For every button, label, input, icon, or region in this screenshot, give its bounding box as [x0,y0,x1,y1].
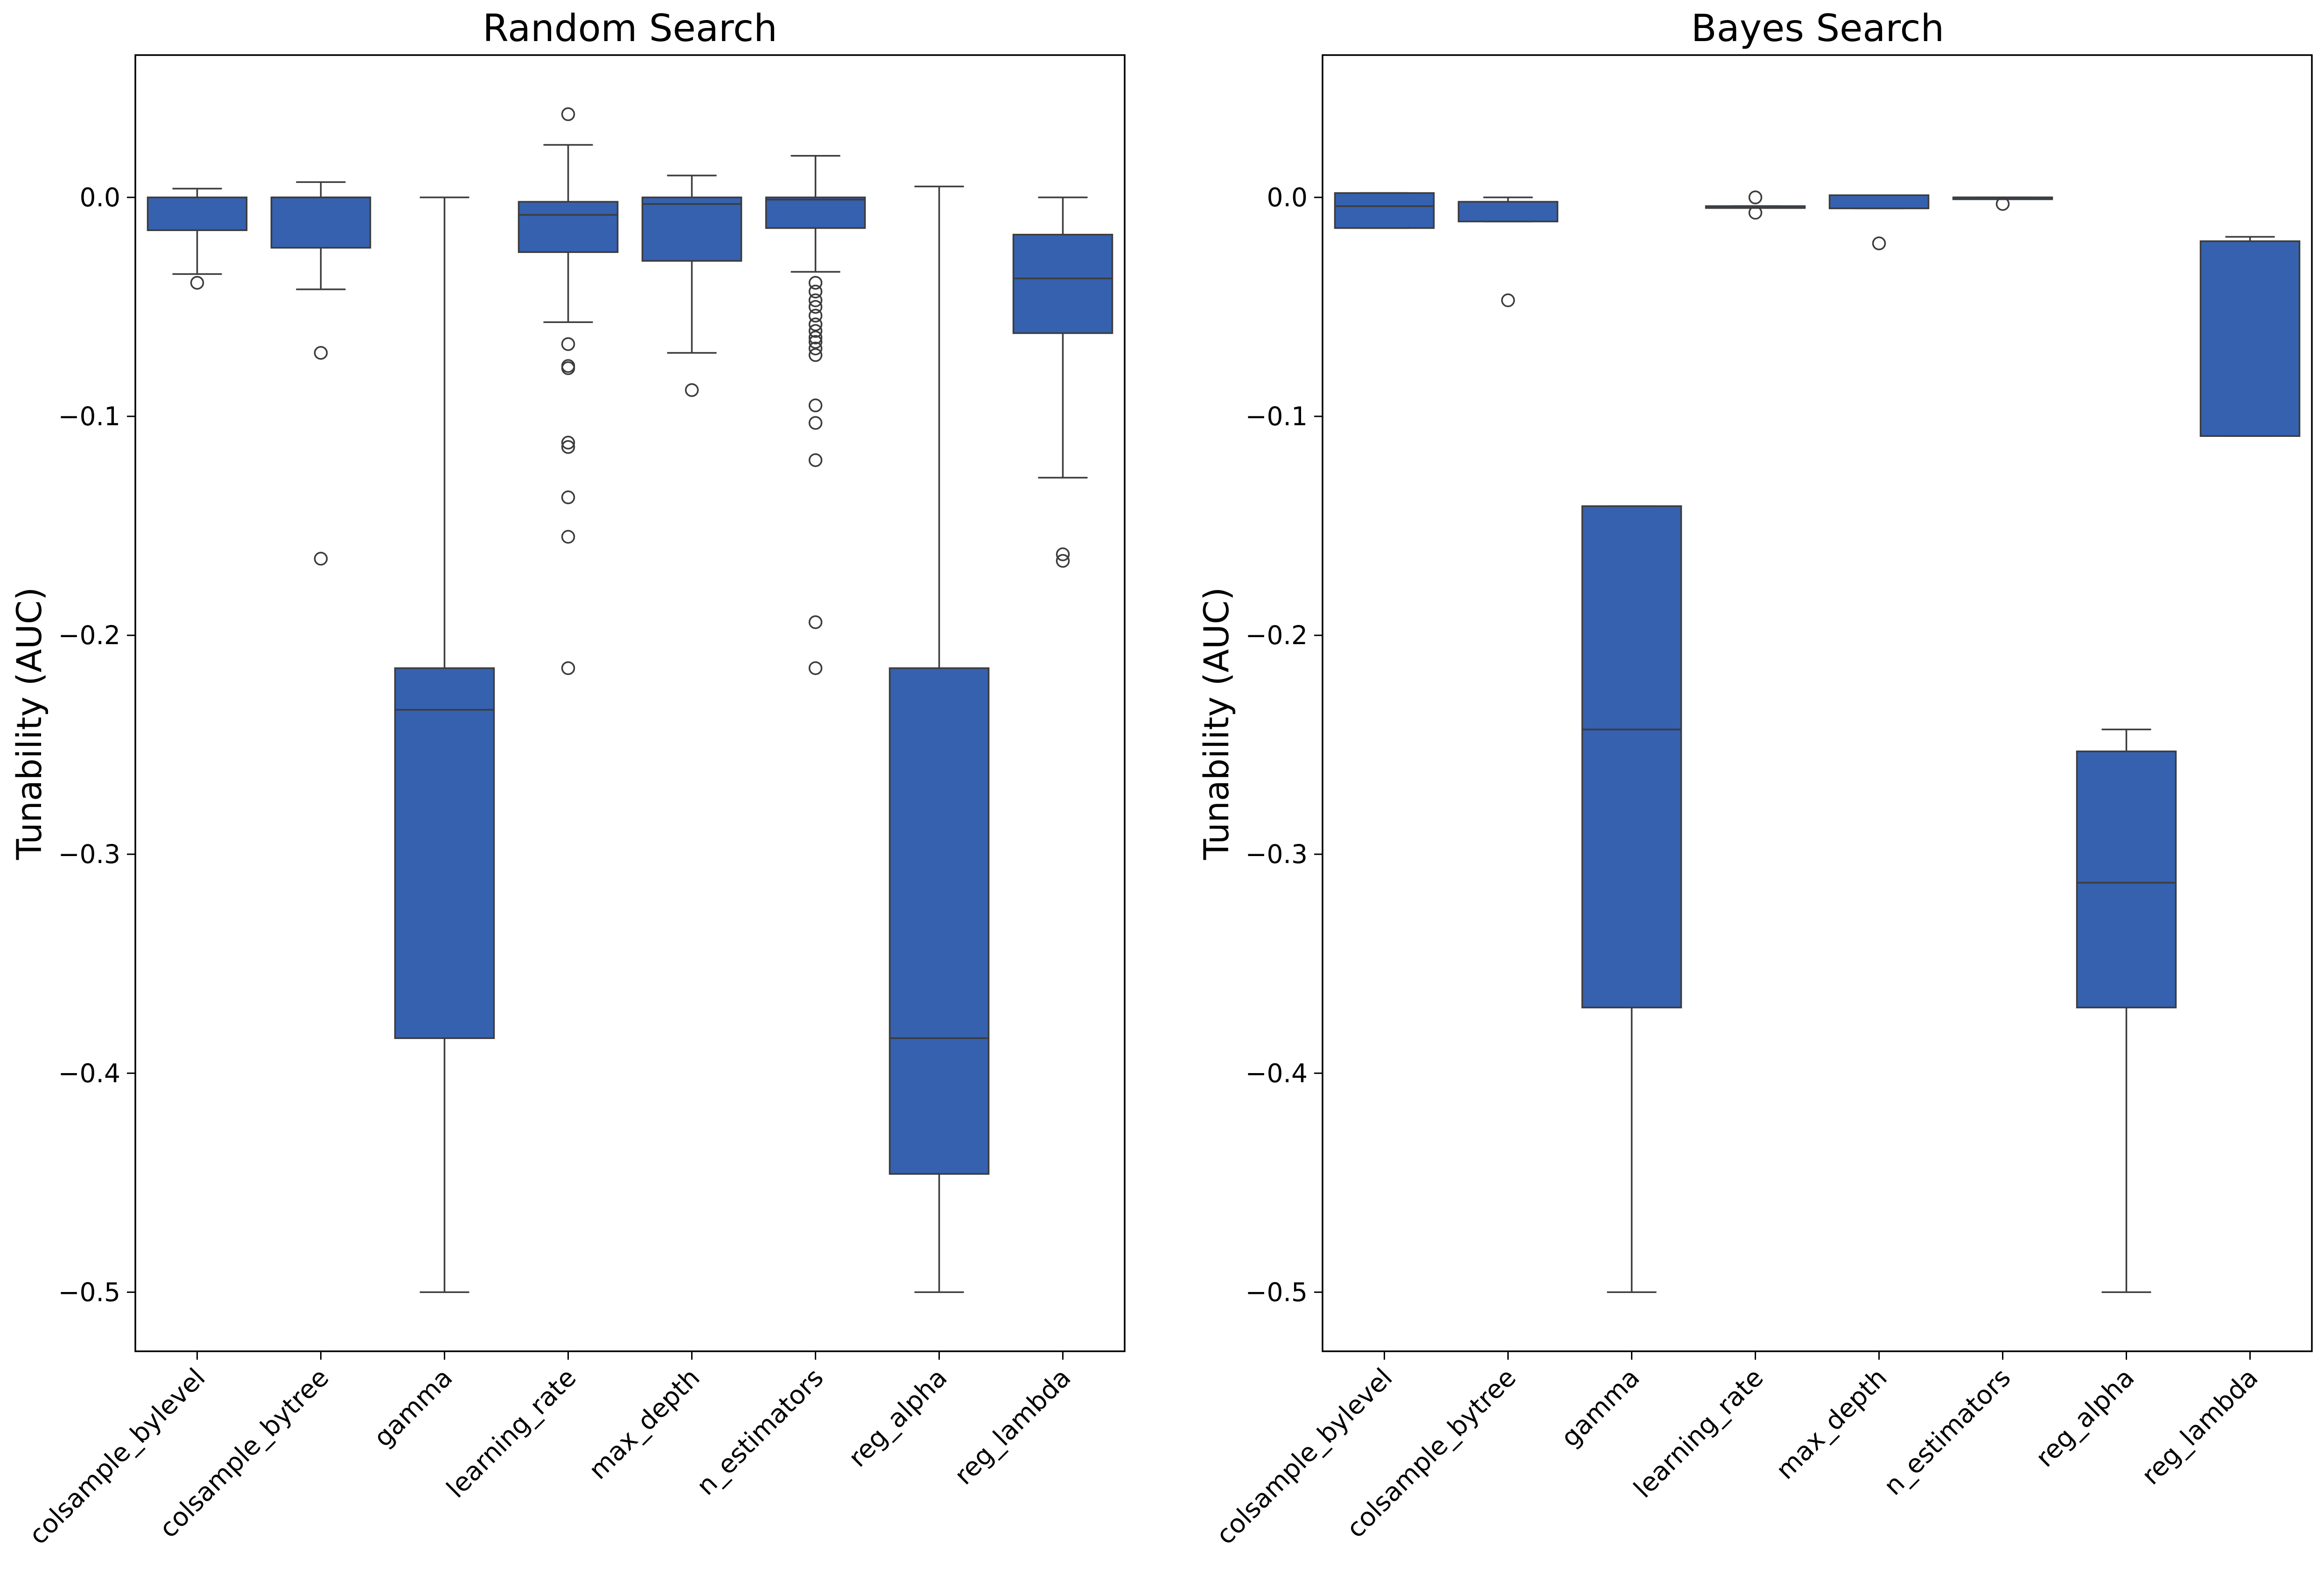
outlier-point [1748,190,1763,204]
outlier-point [808,398,823,413]
iqr-box [2199,240,2301,437]
outlier-point [808,300,823,314]
outlier-point [808,341,823,356]
panel-title: Random Search [483,7,777,50]
y-tick-label: −0.5 [58,1277,120,1307]
axes-frame [134,54,1126,1352]
iqr-box [1334,192,1435,229]
outlier-point [561,530,575,544]
outlier-point [1501,293,1515,308]
iqr-box [1828,194,1930,210]
outlier-point [561,440,575,454]
outlier-point [190,276,204,290]
iqr-box [889,667,990,1175]
y-tick-label: −0.3 [58,839,120,869]
box-reg_alpha [2076,729,2177,1293]
box-colsample_bylevel [1334,192,1435,229]
outlier-point [808,276,823,290]
outlier-point [1995,197,2010,211]
box-reg_alpha [889,185,990,1293]
y-tick-label: −0.4 [58,1058,120,1088]
outlier-point [561,107,575,121]
box-learning_rate [1705,190,1806,220]
box-colsample_bytree [1457,197,1559,308]
box-gamma [1581,505,1682,1293]
y-axis-label: Tunability (AUC) [10,587,49,860]
outlier-point [808,284,823,299]
outlier-point [808,416,823,430]
outlier-point [808,330,823,344]
y-tick-label: −0.2 [58,620,120,650]
box-reg_lambda [1012,197,1113,568]
outlier-point [808,348,823,362]
outlier-point [314,552,328,566]
y-tick-label: −0.4 [1245,1058,1308,1088]
y-tick-label: 0.0 [80,183,120,212]
box-reg_lambda [2199,236,2301,437]
outlier-point [808,335,823,349]
iqr-box [641,197,742,262]
box-learning_rate [518,107,619,675]
outlier-point [1056,547,1070,562]
iqr-box [1581,505,1682,1009]
outlier-point [561,337,575,351]
iqr-box [270,197,371,249]
box-max_depth [641,175,742,397]
outlier-point [561,435,575,450]
outlier-point [561,361,575,375]
outlier-point [1056,554,1070,568]
outlier-point [1872,236,1886,251]
box-n_estimators [765,155,866,675]
outlier-point [808,309,823,323]
y-tick-label: −0.1 [1245,401,1308,431]
outlier-point [561,661,575,675]
iqr-box [518,201,619,253]
y-axis-label: Tunability (AUC) [1197,587,1237,860]
iqr-box [765,197,866,229]
y-tick-label: −0.2 [1245,620,1308,650]
iqr-box [1457,201,1559,223]
y-tick-label: −0.1 [58,401,120,431]
outlier-point [808,293,823,308]
box-n_estimators [1952,197,2053,211]
outlier-point [685,383,699,397]
axes-frame [1322,54,2313,1352]
outlier-point [808,317,823,331]
y-tick-label: −0.3 [1245,839,1308,869]
outlier-point [808,453,823,467]
outlier-point [1748,205,1763,220]
box-colsample_bytree [270,181,371,566]
iqr-box [2076,750,2177,1009]
iqr-box [147,197,248,232]
y-tick-label: −0.5 [1245,1277,1308,1307]
outlier-point [808,661,823,675]
outlier-point [808,324,823,338]
outlier-point [314,346,328,360]
iqr-box [1012,233,1113,334]
iqr-box [394,667,495,1039]
panel-title: Bayes Search [1691,7,1944,50]
outlier-point [808,615,823,629]
random-search-panel: Random Search Tunability (AUC) 0.0 −0.1 −0… [10,7,1126,1550]
box-gamma [394,197,495,1293]
box-max_depth [1828,194,1930,251]
outlier-point [561,490,575,505]
y-tick-label: 0.0 [1267,183,1308,212]
box-colsample_bylevel [147,188,248,290]
